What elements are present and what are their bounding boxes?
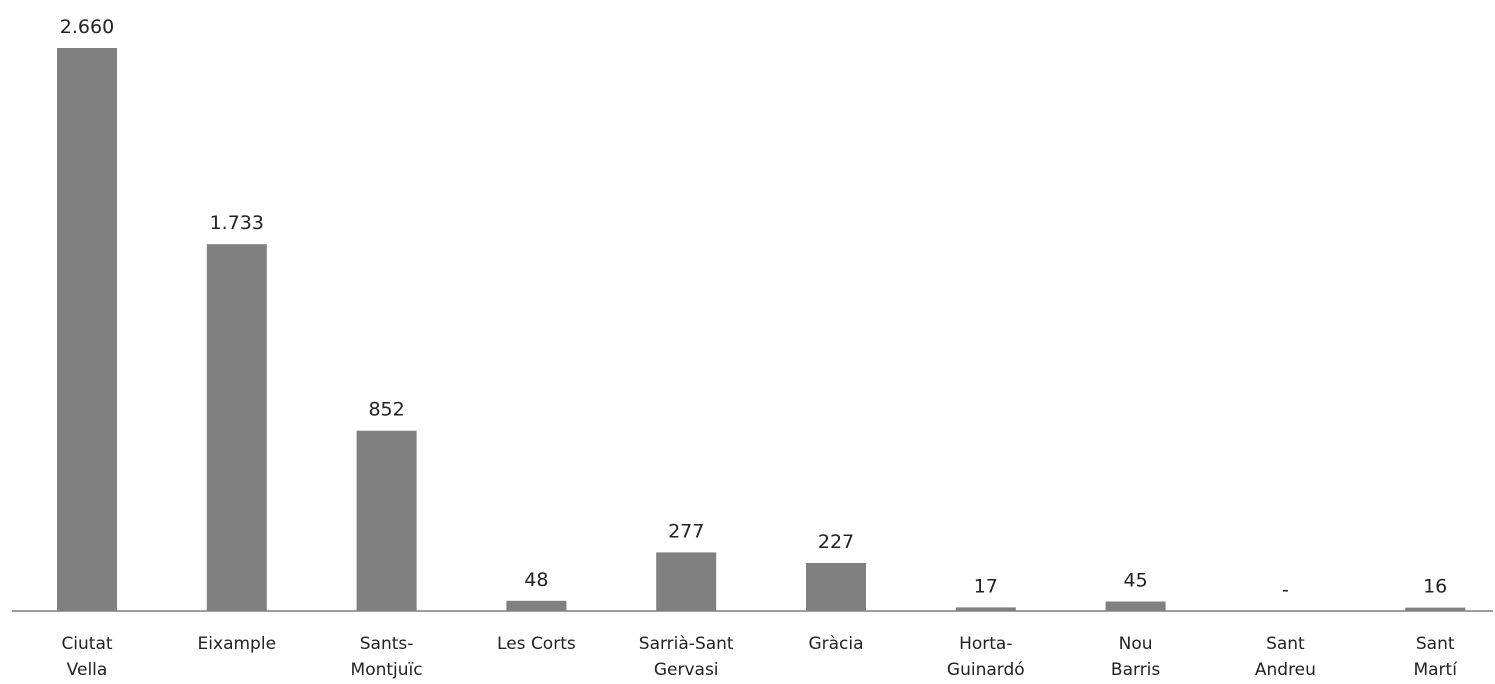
category-label-line: Vella [67,660,108,680]
category-label-2: Sants- Montjuïc [351,634,423,680]
bar-4 [656,552,717,611]
data-label-7: 45 [1124,570,1148,592]
category-label-line: Gràcia [808,634,863,654]
category-label-line: Nou [1119,634,1153,654]
category-label-line: Sants- [360,634,414,654]
bar-9 [1405,607,1466,611]
data-label-5: 227 [818,531,854,553]
category-label-line: Martí [1413,660,1458,680]
bar-7 [1105,601,1166,611]
bar-0 [57,48,117,611]
category-label-line: Horta- [959,634,1012,654]
data-label-3: 48 [524,569,548,591]
category-label-1: Eixample [198,634,276,654]
bar-3 [506,600,567,611]
category-label-line: Gervasi [654,660,719,680]
category-label-3: Les Corts [497,634,576,654]
category-label-6: Horta- Guinardó [947,634,1025,680]
category-label-line: Eixample [198,634,276,654]
category-label-line: Guinardó [947,660,1025,680]
category-label-line: Sant [1416,634,1455,654]
data-label-0: 2.660 [60,16,114,38]
data-label-6: 17 [974,575,998,597]
category-label-line: Sant [1266,634,1305,654]
bar-2 [356,430,417,611]
category-label-4: Sarrià-Sant Gervasi [639,634,734,680]
category-label-line: Andreu [1255,660,1316,680]
category-label-line: Ciutat [61,634,112,654]
category-label-line: Les Corts [497,634,576,654]
category-label-line: Barris [1111,660,1160,680]
bars-group [57,48,1466,611]
category-label-9: Sant Martí [1413,634,1458,680]
category-label-7: Nou Barris [1111,634,1160,680]
data-label-9: 16 [1423,576,1447,598]
data-label-2: 852 [368,399,404,421]
bar-6 [955,607,1016,611]
category-label-line: Montjuïc [351,660,423,680]
category-label-0: Ciutat Vella [61,634,112,680]
data-label-4: 277 [668,520,704,542]
bar-5 [806,563,866,611]
data-labels-group: 2.660 1.733 852 48 277 227 17 45 - 16 [60,16,1447,601]
data-label-1: 1.733 [210,212,264,234]
category-label-line: Sarrià-Sant [639,634,734,654]
category-labels-group: Ciutat Vella Eixample Sants- Montjuïc Les Cor… [61,634,1458,680]
data-label-8: - [1282,579,1289,601]
bar-1 [206,244,267,611]
category-label-8: Sant Andreu [1255,634,1316,680]
category-label-5: Gràcia [808,634,863,654]
